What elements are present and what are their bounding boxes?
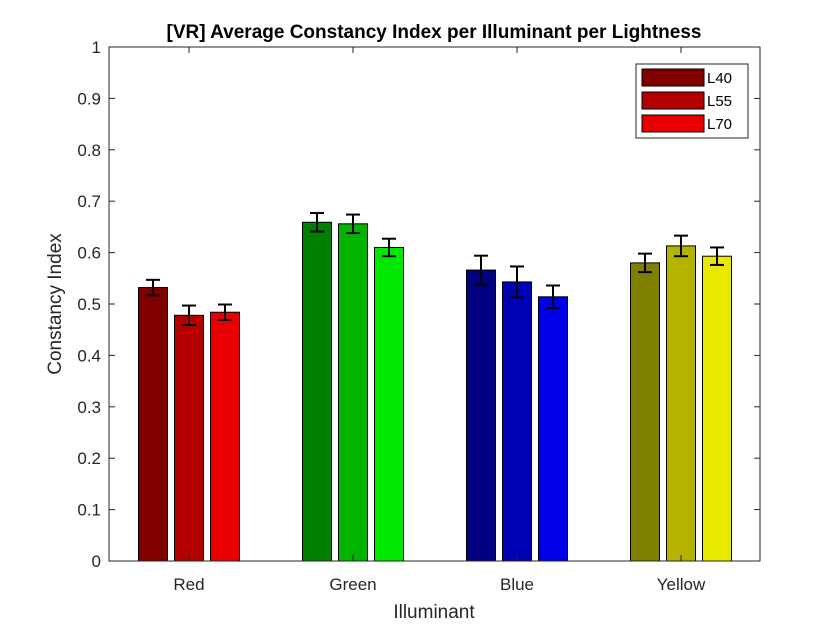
bar-green-l40 (302, 221, 332, 562)
error-bar-yellow-l55 (674, 234, 688, 258)
y-axis-ticks: 0 0.1 0.2 0.3 0.4 0.5 0.6 0.7 0.8 0.9 1 (77, 38, 760, 571)
bar-blue-l70 (538, 296, 568, 562)
bar-red-l70 (210, 311, 240, 562)
y-tick-label: 0.5 (77, 295, 101, 314)
bar-red-l55 (174, 314, 204, 562)
y-tick-label: 0.2 (77, 449, 101, 468)
legend-label-l40: L40 (707, 70, 732, 87)
x-tick-label: Red (173, 575, 204, 594)
error-bar-blue-l40 (474, 254, 488, 286)
error-bar-green-l70 (382, 237, 396, 258)
x-tick-label: Green (329, 575, 376, 594)
y-tick-label: 0.9 (77, 89, 101, 108)
x-tick-label: Blue (500, 575, 534, 594)
error-bar-yellow-l70 (710, 246, 724, 266)
y-tick-label: 0.4 (77, 346, 101, 365)
error-bar-green-l55 (346, 213, 360, 235)
bar-red-l40 (138, 287, 168, 562)
error-bar-blue-l70 (546, 284, 560, 310)
y-tick-label: 0.6 (77, 244, 101, 263)
error-bars-group (146, 212, 724, 327)
bar-green-l55 (338, 223, 368, 562)
y-tick-label: 0.8 (77, 141, 101, 160)
error-bar-red-l70 (218, 303, 232, 321)
error-bar-red-l55 (182, 304, 196, 327)
legend-swatch-l40 (641, 68, 705, 87)
legend-swatch-l55 (641, 91, 705, 110)
y-tick-label: 1 (92, 38, 101, 57)
y-tick-label: 0 (92, 552, 101, 571)
legend-label-l70: L70 (707, 116, 732, 133)
y-tick-label: 0.7 (77, 192, 101, 211)
error-bar-green-l40 (310, 212, 324, 233)
x-axis-title: Illuminant (393, 602, 475, 623)
y-tick-label: 0.1 (77, 501, 101, 520)
x-axis-ticks: Red Green Blue Yellow (173, 47, 706, 594)
y-tick-label: 0.3 (77, 398, 101, 417)
chart-title: [VR] Average Constancy Index per Illumin… (167, 22, 702, 43)
bar-green-l70 (374, 246, 404, 562)
y-axis-title: Constancy Index (45, 233, 66, 375)
error-bar-red-l40 (146, 278, 160, 297)
x-tick-label: Yellow (657, 575, 706, 594)
legend-swatch-l70 (641, 114, 705, 133)
error-bar-yellow-l40 (638, 252, 652, 274)
error-bar-blue-l55 (510, 265, 524, 299)
bar-yellow-l70 (702, 255, 732, 562)
legend: L40 L55 L70 (635, 63, 749, 139)
bars-group (138, 221, 732, 562)
legend-label-l55: L55 (707, 93, 732, 110)
bar-yellow-l40 (630, 262, 660, 562)
bar-blue-l40 (466, 269, 496, 562)
bar-yellow-l55 (666, 245, 696, 562)
bar-blue-l55 (502, 281, 532, 562)
